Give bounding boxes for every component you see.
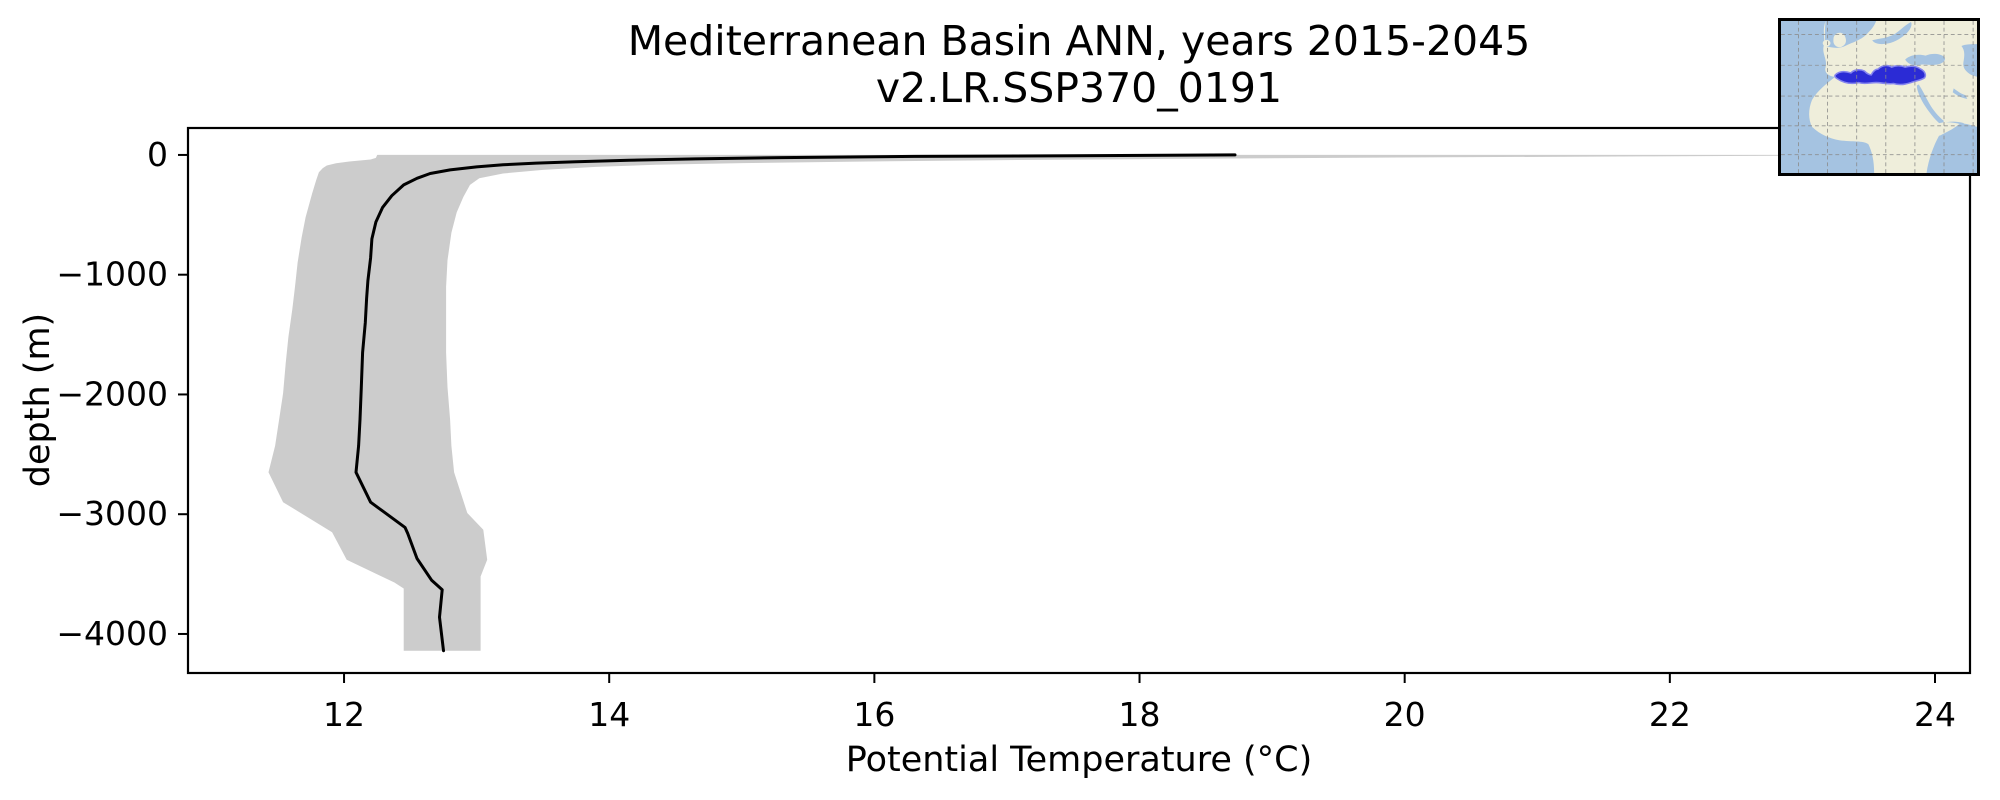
map-baltic-sea [1872,21,1912,45]
map-persian-gulf [1952,88,1968,99]
inset-map-canvas [1781,21,1977,173]
map-graticule [1781,21,1977,173]
y-tick-label: −3000 [56,494,168,533]
inset-map-mediterranean [1778,18,1980,176]
x-tick-label: 18 [1119,695,1161,734]
chart-title-line2: v2.LR.SSP370_0191 [875,64,1283,112]
std-band [268,154,1970,651]
map-red-sea [1916,84,1945,125]
map-mediterranean-highlight [1834,64,1927,86]
x-tick-label: 16 [853,695,895,734]
map-ireland [1822,39,1831,47]
y-tick-label: −2000 [56,374,168,413]
x-tick-label: 24 [1914,695,1956,734]
x-tick-label: 20 [1384,695,1426,734]
x-tick-label: 22 [1649,695,1691,734]
plot-area [186,126,1972,675]
y-tick-label: −4000 [56,614,168,653]
chart-title-line1: Mediterranean Basin ANN, years 2015-2045 [627,17,1531,65]
x-tick-label: 14 [588,695,630,734]
map-indian-ocean [1926,123,1977,173]
y-tick-label: −1000 [56,255,168,294]
mean-profile-line [354,153,1237,653]
x-tick-label: 12 [323,695,365,734]
map-atlantic-ocean [1781,21,1875,173]
y-axis-label: depth (m) [18,312,58,488]
x-axis-label: Potential Temperature (°C) [845,740,1313,780]
map-great-britain [1833,32,1846,48]
y-tick-label: 0 [147,135,168,174]
chart-title: Mediterranean Basin ANN, years 2015-2045… [188,18,1970,112]
